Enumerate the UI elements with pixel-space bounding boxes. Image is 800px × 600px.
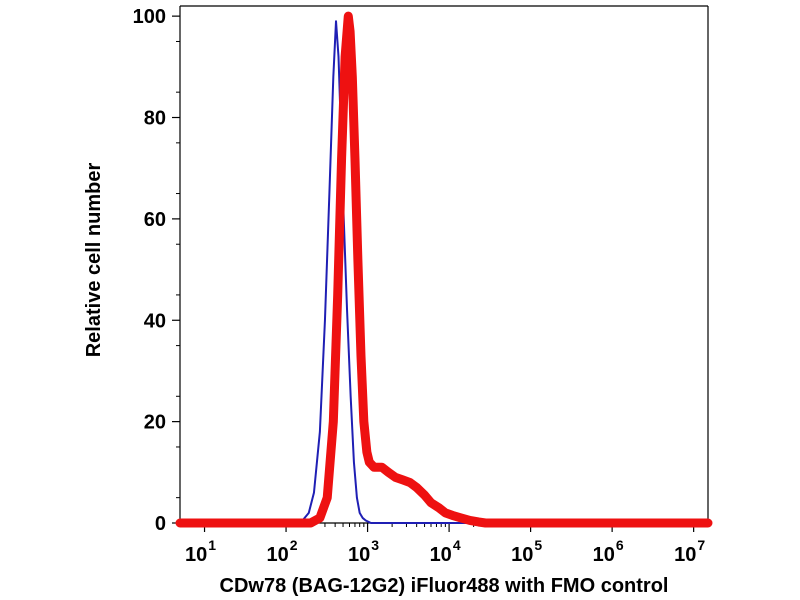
x-tick-exponent: 6 xyxy=(616,537,624,553)
x-tick-label: 105 xyxy=(511,537,542,566)
x-tick-label: 104 xyxy=(430,537,461,566)
y-axis-label: Relative cell number xyxy=(83,163,105,358)
x-tick-label: 103 xyxy=(348,537,379,566)
x-tick-exponent: 5 xyxy=(534,537,542,553)
x-tick-base: 10 xyxy=(674,544,696,566)
x-tick-base: 10 xyxy=(430,544,452,566)
fmo-control-series-line xyxy=(179,20,709,524)
x-tick-base: 10 xyxy=(185,544,207,566)
y-tick-label: 0 xyxy=(155,513,166,535)
series-layer xyxy=(175,11,713,528)
x-tick-exponent: 1 xyxy=(208,537,216,553)
y-tick-label: 80 xyxy=(144,108,166,130)
cdw78-series-line xyxy=(175,11,713,528)
x-tick-exponent: 4 xyxy=(453,537,461,553)
x-tick-label: 102 xyxy=(267,537,298,566)
x-tick-exponent: 7 xyxy=(697,537,705,553)
x-tick-exponent: 3 xyxy=(371,537,379,553)
x-tick-base: 10 xyxy=(593,544,615,566)
y-tick-label: 100 xyxy=(133,6,166,28)
y-tick-label: 20 xyxy=(144,412,166,434)
x-tick-label: 107 xyxy=(674,537,705,566)
x-tick-exponent: 2 xyxy=(290,537,298,553)
y-tick-label: 40 xyxy=(144,310,166,332)
x-tick-label: 101 xyxy=(185,537,216,566)
x-tick-base: 10 xyxy=(348,544,370,566)
x-tick-base: 10 xyxy=(511,544,533,566)
x-tick-base: 10 xyxy=(267,544,289,566)
x-axis-label: CDw78 (BAG-12G2) iFluor488 with FMO cont… xyxy=(220,575,669,597)
y-tick-label: 60 xyxy=(144,209,166,231)
x-tick-label: 106 xyxy=(593,537,624,566)
